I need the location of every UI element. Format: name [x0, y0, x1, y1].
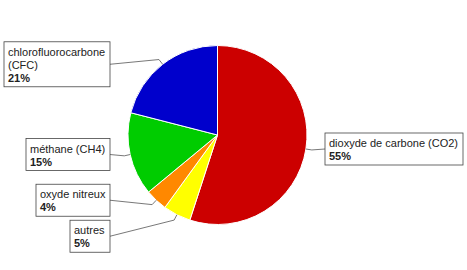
leader-line — [110, 155, 130, 156]
leader-line — [306, 149, 325, 151]
category-label: chlorofluorocarbone — [8, 46, 105, 58]
leader-line — [110, 200, 156, 204]
label-text: chlorofluorocarbone(CFC)21% — [8, 46, 105, 84]
value-label: 4% — [40, 201, 56, 213]
label-text: autres5% — [74, 224, 105, 249]
category-label: (CFC) — [8, 59, 38, 71]
label-box — [70, 220, 110, 252]
category-label: méthane (CH4) — [30, 143, 105, 155]
label-text: dioxyde de carbone (CO2)55% — [329, 137, 458, 162]
category-label: autres — [74, 224, 105, 236]
category-label: oxyde nitreux — [40, 188, 106, 200]
slice-label: chlorofluorocarbone(CFC)21% — [4, 42, 110, 87]
slice — [131, 46, 218, 136]
value-label: 21% — [8, 72, 30, 84]
label-box — [325, 133, 463, 165]
slice-label: dioxyde de carbone (CO2)55% — [325, 133, 463, 165]
label-box — [26, 139, 110, 171]
label-box — [36, 184, 110, 216]
label-text: oxyde nitreux4% — [40, 188, 106, 213]
leader-line — [110, 60, 163, 65]
slice-label: méthane (CH4)15% — [26, 139, 110, 171]
value-label: 5% — [74, 237, 90, 249]
value-label: 55% — [329, 150, 351, 162]
chart: dioxyde de carbone (CO2)55% autres5% oxyde… — [0, 0, 467, 270]
pie — [128, 46, 307, 225]
leader-lines — [110, 60, 325, 237]
label-text: méthane (CH4)15% — [30, 143, 105, 168]
category-label: dioxyde de carbone (CO2) — [329, 137, 458, 149]
slice-label: oxyde nitreux4% — [36, 184, 110, 216]
leader-line — [110, 215, 177, 236]
label-box — [4, 42, 110, 87]
slice-label: autres5% — [70, 220, 110, 252]
value-label: 15% — [30, 156, 52, 168]
